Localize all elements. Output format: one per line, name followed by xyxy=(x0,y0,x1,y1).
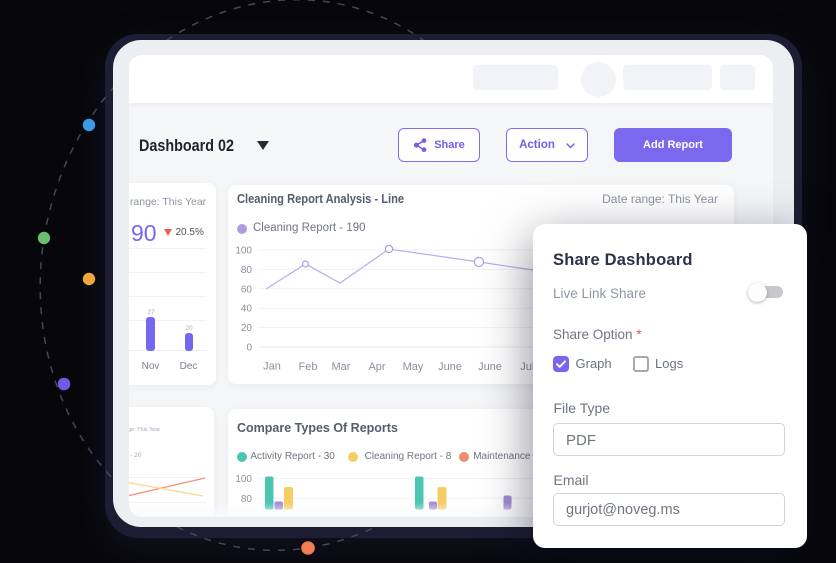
svg-text:60: 60 xyxy=(241,284,253,295)
svg-text:40: 40 xyxy=(241,304,253,315)
svg-text:Jan: Jan xyxy=(263,361,281,373)
svg-text:80: 80 xyxy=(241,265,253,276)
svg-text:0: 0 xyxy=(246,343,252,354)
svg-text:Feb: Feb xyxy=(299,361,318,373)
svg-text:100: 100 xyxy=(235,474,252,485)
svg-text:Mar: Mar xyxy=(332,361,351,373)
svg-text:80: 80 xyxy=(241,494,253,505)
svg-text:June: June xyxy=(478,361,502,373)
svg-text:20: 20 xyxy=(241,323,253,334)
svg-text:June: June xyxy=(438,361,462,373)
svg-text:May: May xyxy=(403,361,424,373)
svg-text:Apr: Apr xyxy=(368,361,385,373)
svg-text:100: 100 xyxy=(235,246,252,257)
